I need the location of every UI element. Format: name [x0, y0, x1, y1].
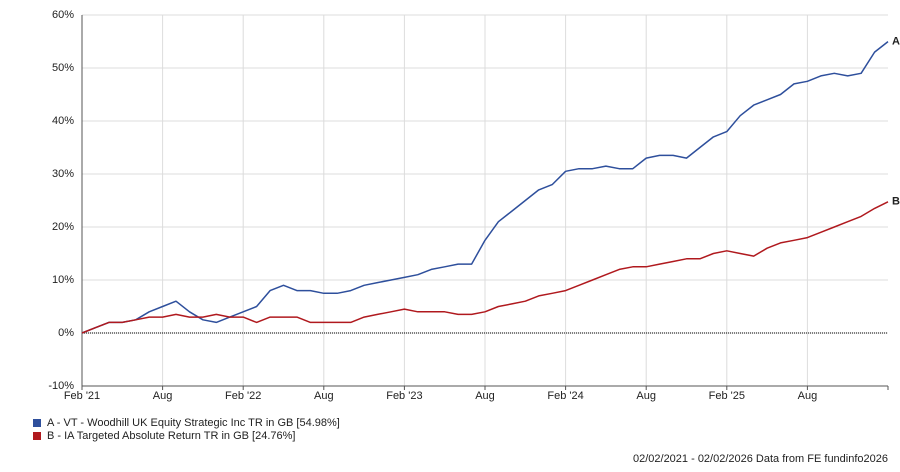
x-tick-label: Feb '21	[64, 390, 100, 402]
x-tick-label: Aug	[153, 390, 173, 402]
y-tick-label: 10%	[52, 274, 74, 286]
x-tick-label: Aug	[314, 390, 334, 402]
y-tick-label: 30%	[52, 168, 74, 180]
y-tick-label: 50%	[52, 62, 74, 74]
legend-label: B - IA Targeted Absolute Return TR in GB…	[47, 430, 295, 442]
x-tick-label: Aug	[798, 390, 818, 402]
end-label: A	[892, 36, 900, 48]
series-line	[81, 201, 889, 334]
x-tick-label: Feb '24	[547, 390, 583, 402]
x-tick-label: Aug	[636, 390, 656, 402]
series-line	[81, 41, 889, 334]
legend-swatch	[33, 432, 41, 440]
y-tick-label: 60%	[52, 9, 74, 21]
x-tick-label: Feb '22	[225, 390, 261, 402]
legend-swatch	[33, 419, 41, 427]
x-tick-label: Aug	[475, 390, 495, 402]
y-tick-label: -10%	[48, 380, 74, 392]
legend-label: A - VT - Woodhill UK Equity Strategic In…	[47, 417, 340, 429]
x-tick-label: Feb '23	[386, 390, 422, 402]
x-tick-label: Feb '25	[709, 390, 745, 402]
y-tick-label: 0%	[58, 327, 74, 339]
end-label: B	[892, 196, 900, 208]
y-tick-label: 20%	[52, 221, 74, 233]
y-tick-label: 40%	[52, 115, 74, 127]
footer: 02/02/2021 - 02/02/2026 Data from FE fun…	[633, 453, 888, 465]
